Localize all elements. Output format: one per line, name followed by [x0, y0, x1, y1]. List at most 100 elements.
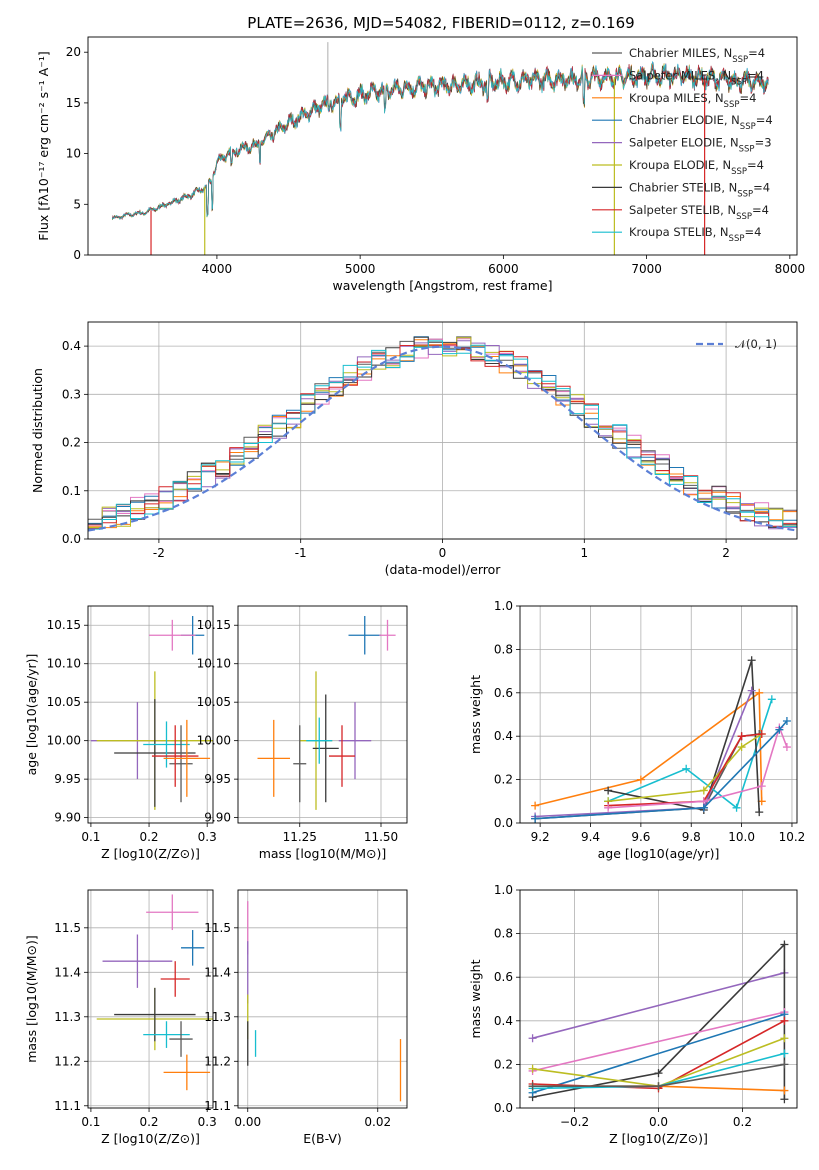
age-vs-mass-ytick-label: 10.15 [197, 618, 231, 632]
mass-vs-EBV-errorbars [247, 901, 402, 1102]
mass-vs-Z-xtick-label: 0.1 [81, 1115, 100, 1129]
weight-marker [732, 803, 741, 812]
mass-weight-vs-age-frame [519, 605, 798, 824]
spectrum-xtick-label: 8000 [775, 262, 806, 276]
mass-vs-EBV-xtick-label: 0.02 [364, 1115, 391, 1129]
spectrum-title: PLATE=2636, MJD=54082, FIBERID=0112, z=0… [247, 14, 634, 32]
spectrum-ytick-label: 20 [66, 45, 81, 59]
mass-vs-EBV-ytick-label: 11.3 [204, 1010, 231, 1024]
age-vs-mass-ytick-label: 10.05 [197, 695, 231, 709]
spectrum-ytick-label: 5 [73, 197, 81, 211]
weight-marker [782, 743, 791, 752]
weight-marker [636, 775, 645, 784]
mass-weight-vs-Z-ytick-label: 0.6 [494, 970, 513, 984]
mass-vs-Z-ylabel: mass [log10(M/M⊙)] [24, 935, 39, 1063]
spectrum-ytick-label: 15 [66, 96, 81, 110]
spectrum-legend-entry: Kroupa ELODIE, NSSP=4 [629, 158, 764, 177]
age-vs-mass-frame [237, 605, 408, 824]
mass-weight-vs-age-ytick-label: 0.0 [494, 816, 513, 830]
mass-weight-vs-Z-xlabel: Z [log10(Z/Z⊙)] [609, 1131, 708, 1146]
weight-marker [780, 1095, 789, 1104]
mass-vs-EBV-frame [237, 889, 408, 1109]
age-vs-Z-errorbars [90, 616, 213, 810]
age-vs-mass-xtick-label: 11.50 [364, 830, 398, 844]
residuals-xtick-label: 0 [439, 546, 447, 560]
age-vs-Z-frame [87, 605, 214, 824]
weight-marker [531, 814, 540, 823]
weight-line-chabrier-stelib [607, 660, 760, 813]
spectrum-xtick-label: 5000 [345, 262, 376, 276]
spectrum-legend-entry: Kroupa STELIB, NSSP=4 [629, 225, 761, 244]
spectrum-ytick-label: 10 [66, 147, 81, 161]
mass-weight-vs-age-lines [531, 656, 791, 823]
mass-weight-vs-Z-ytick-label: 0.8 [494, 927, 513, 941]
spectrum-legend-entry: Salpeter STELIB, NSSP=4 [629, 203, 769, 222]
weight-marker [780, 1049, 789, 1058]
weight-marker [755, 688, 764, 697]
mass-vs-Z-ytick-label: 11.2 [54, 1054, 81, 1068]
weight-marker [767, 695, 776, 704]
weight-marker [699, 803, 708, 812]
mass-vs-EBV-ytick-label: 11.4 [204, 965, 231, 979]
mass-weight-vs-Z-frame [519, 889, 798, 1109]
residuals-ytick-label: 0.2 [62, 436, 81, 450]
mass-vs-EBV-panel: 0.00 0.02 11.1 11.2 11.3 11.4 11.5 E(B-V) [204, 889, 408, 1146]
spectrum-frame [87, 36, 798, 256]
age-vs-mass-ytick-label: 9.95 [204, 772, 231, 786]
residuals-xtick-label: -1 [295, 546, 307, 560]
residuals-ytick-label: 0.1 [62, 484, 81, 498]
weight-marker [528, 1034, 537, 1043]
spectrum-ylabel: Flux [fλ10⁻¹⁷ erg cm⁻² s⁻¹ A⁻¹] [36, 51, 51, 240]
mass-vs-Z-ytick-label: 11.1 [54, 1099, 81, 1113]
mass-vs-Z-xlabel: Z [log10(Z/Z⊙)] [101, 1131, 200, 1146]
mass-vs-Z-xtick-label: 0.3 [198, 1115, 217, 1129]
weight-marker [747, 686, 756, 695]
mass-vs-Z-ytick-label: 11.4 [54, 965, 81, 979]
age-vs-mass-xlabel: mass [log10(M/M⊙)] [259, 846, 387, 861]
mass-weight-vs-Z-panel: −0.2 0.0 0.2 0.0 0.2 0.4 0.6 0.8 1.0 Z [log10(Z/Z… [468, 883, 798, 1146]
weight-marker [780, 1086, 789, 1095]
age-vs-mass-ytick-label: 9.90 [204, 811, 231, 825]
weight-marker [782, 717, 791, 726]
mass-vs-Z-ytick-label: 11.3 [54, 1010, 81, 1024]
weight-marker [757, 730, 766, 739]
residuals-ytick-label: 0.0 [62, 532, 81, 546]
spectrum-line-chabrier-stelib [111, 65, 769, 220]
age-vs-Z-xtick-label: 0.3 [198, 830, 217, 844]
weight-line-chabrier-elodie [535, 720, 788, 820]
mass-vs-EBV-ytick-label: 11.1 [204, 1099, 231, 1113]
mass-weight-vs-age-ytick-label: 0.6 [494, 686, 513, 700]
weight-marker [755, 808, 764, 817]
age-vs-mass-panel: 11.25 11.50 9.90 9.95 10.00 10.05 10.10 10.15 ma… [197, 605, 408, 861]
weight-line-salpeter-stelib [608, 733, 762, 807]
residuals-ytick-label: 0.3 [62, 387, 81, 401]
mass-vs-Z-errorbars [96, 894, 213, 1091]
normal-curve [88, 345, 797, 532]
spectrum-lines [111, 42, 769, 255]
age-vs-mass-errorbars [257, 616, 396, 810]
mass-vs-Z-ytick-label: 11.5 [54, 921, 81, 935]
mass-weight-vs-Z-ytick-label: 0.2 [494, 1057, 513, 1071]
age-vs-Z-ytick-label: 10.15 [47, 618, 81, 632]
age-vs-mass-ytick-label: 10.10 [197, 657, 231, 671]
weight-line-salpeter-miles [532, 1011, 785, 1072]
weight-line-chabrier-elodie [532, 1013, 785, 1094]
residual-histogram-kroupa-stelib [88, 340, 797, 530]
spectrum-legend-entry: Chabrier ELODIE, NSSP=4 [629, 113, 773, 132]
weight-marker [780, 1016, 789, 1025]
mass-weight-vs-age-xtick-label: 9.6 [631, 830, 650, 844]
spectrum-xtick-label: 6000 [488, 262, 519, 276]
weight-marker [604, 803, 613, 812]
residuals-xtick-label: 2 [722, 546, 730, 560]
age-vs-Z-ytick-label: 9.90 [54, 811, 81, 825]
weight-marker [654, 1069, 663, 1078]
age-vs-Z-ytick-label: 10.10 [47, 657, 81, 671]
spectrum-panel: 4000 5000 6000 7000 8000 0 5 10 15 20 wavelength [… [36, 36, 806, 293]
residuals-panel: -2 -1 0 1 2 0.0 0.1 0.2 0.3 0.4 (data-model)/error… [30, 321, 798, 577]
mass-vs-Z-panel: 0.1 0.2 0.3 11.1 11.2 11.3 11.4 11.5 Z [log10(Z/… [24, 889, 217, 1146]
weight-marker [780, 1034, 789, 1043]
spectrum-xtick-label: 4000 [202, 262, 233, 276]
mass-weight-vs-age-xlabel: age [log10(age/yr)] [598, 846, 720, 861]
mass-weight-vs-age-xtick-label: 10.0 [728, 830, 755, 844]
